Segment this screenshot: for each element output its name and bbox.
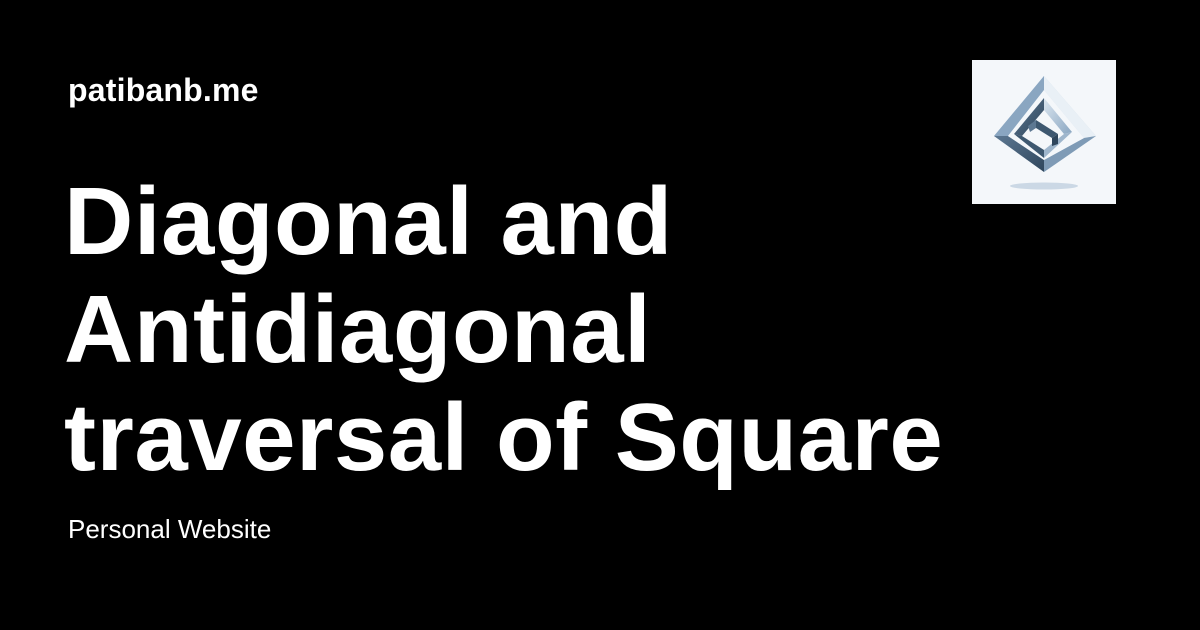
post-title-line-1: Diagonal and [64,168,673,275]
post-title-line-3: traversal of Square [64,384,944,491]
impossible-square-logo-icon [994,76,1096,190]
post-title: Diagonal and Antidiagonal traversal of S… [64,168,944,492]
site-logo [972,60,1116,204]
post-title-line-2: Antidiagonal [64,276,652,383]
site-subtitle: Personal Website [68,514,272,544]
site-name[interactable]: patibanb.me [68,72,259,108]
